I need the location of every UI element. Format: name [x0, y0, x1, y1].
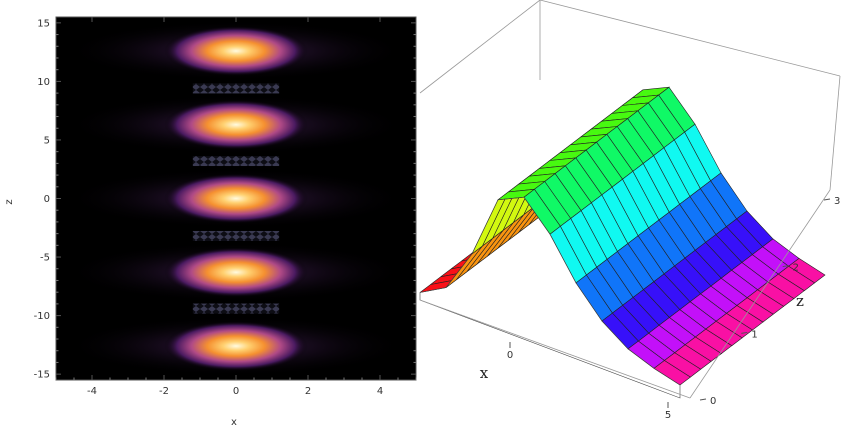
surface-plot: 0 1 2 3 0 5 x z	[419, 0, 841, 421]
x-tick-label: -2	[159, 386, 169, 397]
interference-band	[192, 230, 280, 241]
surface-patch	[456, 237, 493, 280]
interference-band	[192, 83, 280, 94]
y-tick-label: 15	[37, 18, 50, 29]
surface-z-tick-label: 0	[710, 396, 716, 407]
surface-z-tick	[741, 331, 748, 334]
x-tick-label: 0	[233, 386, 239, 397]
density-plot: -4 -2 0 2 4 15 10 5 0 -5 -10 -15 x z	[4, 16, 417, 428]
surface-front-edge	[419, 196, 681, 399]
surface-z-tick-label: 1	[751, 329, 757, 340]
surface-x-axis-label: x	[480, 364, 489, 382]
x-tick-label: -4	[87, 386, 97, 397]
x-axis-label: x	[231, 417, 237, 428]
intensity-maximum	[164, 99, 308, 150]
surface-mesh	[419, 86, 826, 399]
intensity-maximum	[164, 247, 308, 298]
y-tick-label: -15	[34, 370, 50, 381]
intensity-maximum	[164, 321, 308, 372]
surface-z-axis-label: z	[796, 292, 804, 310]
bounding-box-front	[419, 75, 841, 399]
y-tick-label: -10	[34, 311, 50, 322]
surface-z-tick	[823, 198, 831, 201]
y-axis-label: z	[4, 199, 15, 204]
surface-z-tick	[782, 265, 789, 268]
y-tick-label: -5	[40, 253, 50, 264]
y-tick-label: 5	[44, 135, 50, 146]
surface-z-tick	[699, 398, 707, 401]
x-tick-label: 2	[305, 386, 311, 397]
x-tick-label: 4	[377, 386, 383, 397]
intensity-maximum	[164, 25, 308, 76]
bounding-box-back	[419, 0, 841, 94]
surface-patch	[445, 245, 483, 288]
interference-band	[192, 156, 280, 167]
y-tick-label: 10	[37, 77, 50, 88]
surface-z-tick-label: 2	[793, 263, 799, 274]
interference-band	[192, 303, 280, 314]
intensity-maximum	[164, 173, 308, 224]
surface-x-tick-label: 5	[665, 410, 671, 421]
y-tick-label: 0	[44, 194, 50, 205]
surface-x-tick-label: 0	[507, 350, 513, 361]
surface-z-tick-label: 3	[834, 196, 840, 207]
